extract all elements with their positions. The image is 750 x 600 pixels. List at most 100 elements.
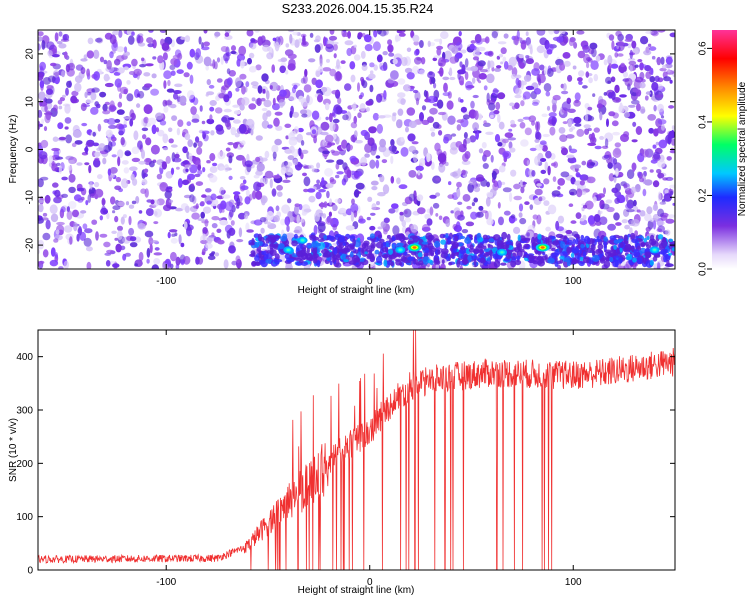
heatmap-cell bbox=[538, 78, 542, 86]
heatmap-cell bbox=[315, 70, 321, 78]
heatmap-cell bbox=[599, 257, 606, 264]
heatmap-cell bbox=[543, 83, 552, 92]
heatmap-cell bbox=[558, 126, 566, 134]
heatmap-cell bbox=[284, 216, 291, 226]
heatmap-cell bbox=[518, 56, 522, 65]
heatmap-cell bbox=[109, 51, 114, 59]
heatmap-cell bbox=[546, 68, 554, 77]
heatmap-cell bbox=[502, 56, 507, 63]
heatmap-cell bbox=[211, 216, 220, 221]
heatmap-cell bbox=[315, 79, 323, 89]
heatmap-cell bbox=[477, 60, 486, 67]
heatmap-cell bbox=[653, 151, 660, 160]
heatmap-cell bbox=[201, 251, 205, 256]
heatmap-cell bbox=[459, 235, 466, 240]
heatmap-cell bbox=[638, 64, 647, 68]
heatmap-cell bbox=[209, 106, 215, 112]
heatmap-cell bbox=[211, 223, 218, 229]
heatmap-cell bbox=[407, 133, 416, 142]
heatmap-cell bbox=[104, 82, 114, 88]
heatmap-cell bbox=[64, 126, 69, 130]
heatmap-cell bbox=[470, 40, 476, 44]
heatmap-cell bbox=[658, 139, 668, 149]
heatmap-cell bbox=[617, 53, 624, 57]
heatmap-cell bbox=[154, 247, 160, 251]
heatmap-cell bbox=[170, 251, 177, 262]
heatmap-cell bbox=[557, 264, 561, 269]
heatmap-cell bbox=[494, 134, 501, 143]
heatmap-cell bbox=[285, 70, 289, 75]
heatmap-cell bbox=[576, 30, 585, 35]
heatmap-cell bbox=[230, 220, 235, 226]
heatmap-cell bbox=[104, 252, 112, 256]
heatmap-cell bbox=[343, 259, 349, 263]
heatmap-cell bbox=[612, 131, 620, 136]
heatmap-cell bbox=[312, 236, 320, 241]
heatmap-cell bbox=[273, 258, 278, 263]
heatmap-cell bbox=[432, 202, 440, 209]
heatmap-cell bbox=[455, 52, 463, 59]
heatmap-cell bbox=[186, 90, 195, 100]
heatmap-cell bbox=[427, 40, 431, 47]
heatmap-cell bbox=[509, 102, 515, 107]
heatmap-cell bbox=[61, 193, 68, 198]
heatmap-cell bbox=[438, 57, 446, 67]
heatmap-cell bbox=[103, 73, 110, 82]
heatmap-cell bbox=[459, 99, 464, 103]
heatmap-cell bbox=[84, 145, 89, 155]
heatmap-cell bbox=[427, 245, 435, 250]
heatmap-cell bbox=[606, 118, 609, 127]
heatmap-cell bbox=[518, 54, 524, 59]
heatmap-cell bbox=[329, 112, 333, 123]
heatmap-cell bbox=[278, 243, 285, 250]
heatmap-cell bbox=[660, 115, 665, 119]
heatmap-cell bbox=[498, 53, 504, 58]
heatmap-cell bbox=[539, 140, 547, 145]
heatmap-cell bbox=[346, 144, 353, 151]
heatmap-cell bbox=[525, 37, 531, 46]
heatmap-cell bbox=[486, 191, 494, 198]
heatmap-cell bbox=[43, 126, 48, 132]
heatmap-cell bbox=[433, 55, 442, 59]
heatmap-cell bbox=[640, 242, 646, 248]
heatmap-cell bbox=[445, 233, 449, 239]
heatmap-cell bbox=[543, 178, 550, 185]
heatmap-cell bbox=[478, 73, 487, 80]
heatmap-cell bbox=[632, 121, 637, 127]
heatmap-cell bbox=[285, 43, 290, 48]
heatmap-cell bbox=[429, 206, 434, 216]
heatmap-cell bbox=[112, 263, 120, 268]
heatmap-cell bbox=[594, 145, 602, 150]
heatmap-cell bbox=[652, 144, 657, 149]
heatmap-cell bbox=[56, 41, 63, 45]
heatmap-cell bbox=[117, 101, 123, 108]
heatmap-cell bbox=[327, 235, 335, 241]
heatmap-cell bbox=[522, 181, 526, 188]
colorbar-label: Normalized spectral amplitude bbox=[737, 81, 748, 216]
heatmap-cell bbox=[633, 249, 640, 258]
heatmap-cell bbox=[587, 106, 593, 111]
heatmap-cell bbox=[486, 73, 495, 84]
heatmap-cell bbox=[155, 127, 160, 133]
heatmap-cell bbox=[138, 42, 146, 47]
heatmap-cell bbox=[256, 97, 262, 107]
heatmap-cell bbox=[358, 218, 366, 224]
heatmap-cell bbox=[335, 174, 340, 179]
heatmap-cell bbox=[165, 155, 171, 164]
heatmap-cell bbox=[312, 256, 318, 264]
heatmap-cell bbox=[242, 179, 247, 184]
heatmap-cell bbox=[162, 52, 168, 61]
heatmap-cell bbox=[205, 65, 209, 71]
heatmap-cell bbox=[614, 197, 620, 204]
heatmap-cell bbox=[67, 165, 73, 171]
heatmap-cell bbox=[220, 56, 224, 65]
heatmap-hotspot bbox=[540, 246, 545, 249]
line-frame bbox=[37, 329, 676, 571]
heatmap-cell bbox=[388, 248, 393, 255]
heatmap-cell bbox=[92, 142, 100, 147]
heatmap-cell bbox=[413, 41, 420, 46]
heatmap-cell bbox=[255, 64, 262, 71]
colorbar-tick-label: 0.2 bbox=[698, 188, 709, 202]
heatmap-cell bbox=[645, 226, 651, 232]
heatmap-cell bbox=[307, 188, 316, 193]
